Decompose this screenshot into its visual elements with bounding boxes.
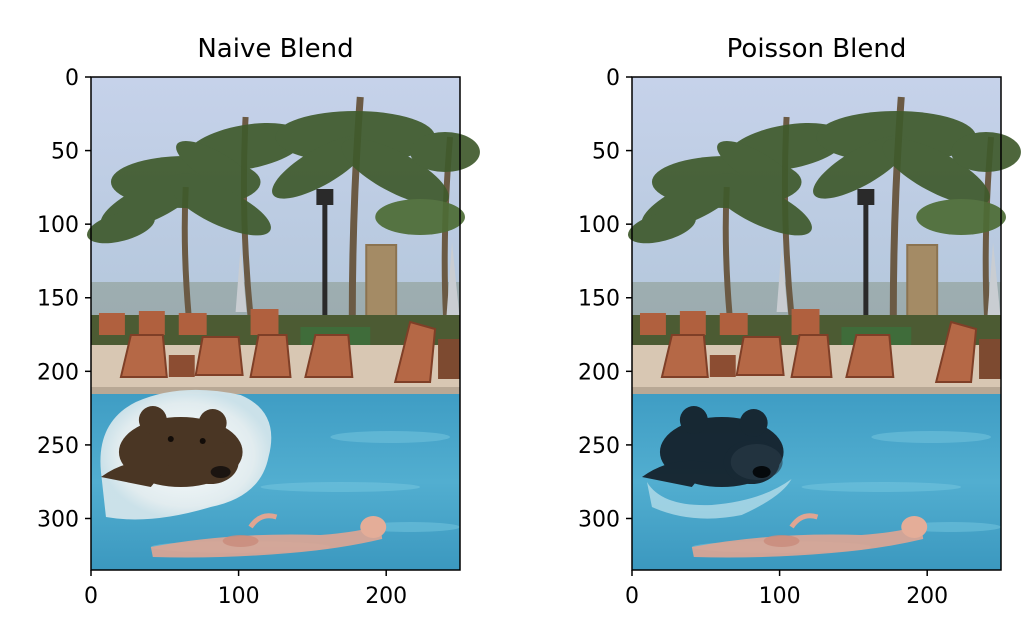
y-tick-label: 300 [578,507,620,532]
x-tick-label: 200 [906,584,948,609]
image-poisson [625,77,1021,570]
x-tick-label: 0 [84,584,98,609]
x-tick-label: 200 [365,584,407,609]
y-tick-label: 50 [592,140,620,165]
axes-poisson: Poisson Blend 0 100 200 0 50 100 150 200 250 300 [578,34,1021,609]
axes-naive: Naive Blend 0 100 200 0 50 100 150 200 250 300 [37,34,480,609]
water-splash [646,479,792,519]
y-tick-label: 300 [37,507,79,532]
axes-frame [90,76,461,571]
y-tick-label: 200 [37,360,79,385]
y-tick-label: 250 [578,434,620,459]
axes-title-poisson: Poisson Blend [727,34,907,64]
x-tick-label: 100 [218,584,260,609]
y-tick-label: 150 [37,287,79,312]
axes-title-naive: Naive Blend [197,34,353,64]
y-tick-label: 200 [578,360,620,385]
y-tick-label: 100 [578,213,620,238]
y-tick-label: 0 [65,66,79,91]
y-tick-label: 50 [51,140,79,165]
x-tick-label: 0 [625,584,639,609]
image-naive [84,77,480,570]
y-tick-label: 150 [578,287,620,312]
y-tick-label: 0 [606,66,620,91]
y-tick-label: 100 [37,213,79,238]
y-tick-label: 250 [37,434,79,459]
x-tick-label: 100 [759,584,801,609]
axes-frame [631,76,1002,571]
